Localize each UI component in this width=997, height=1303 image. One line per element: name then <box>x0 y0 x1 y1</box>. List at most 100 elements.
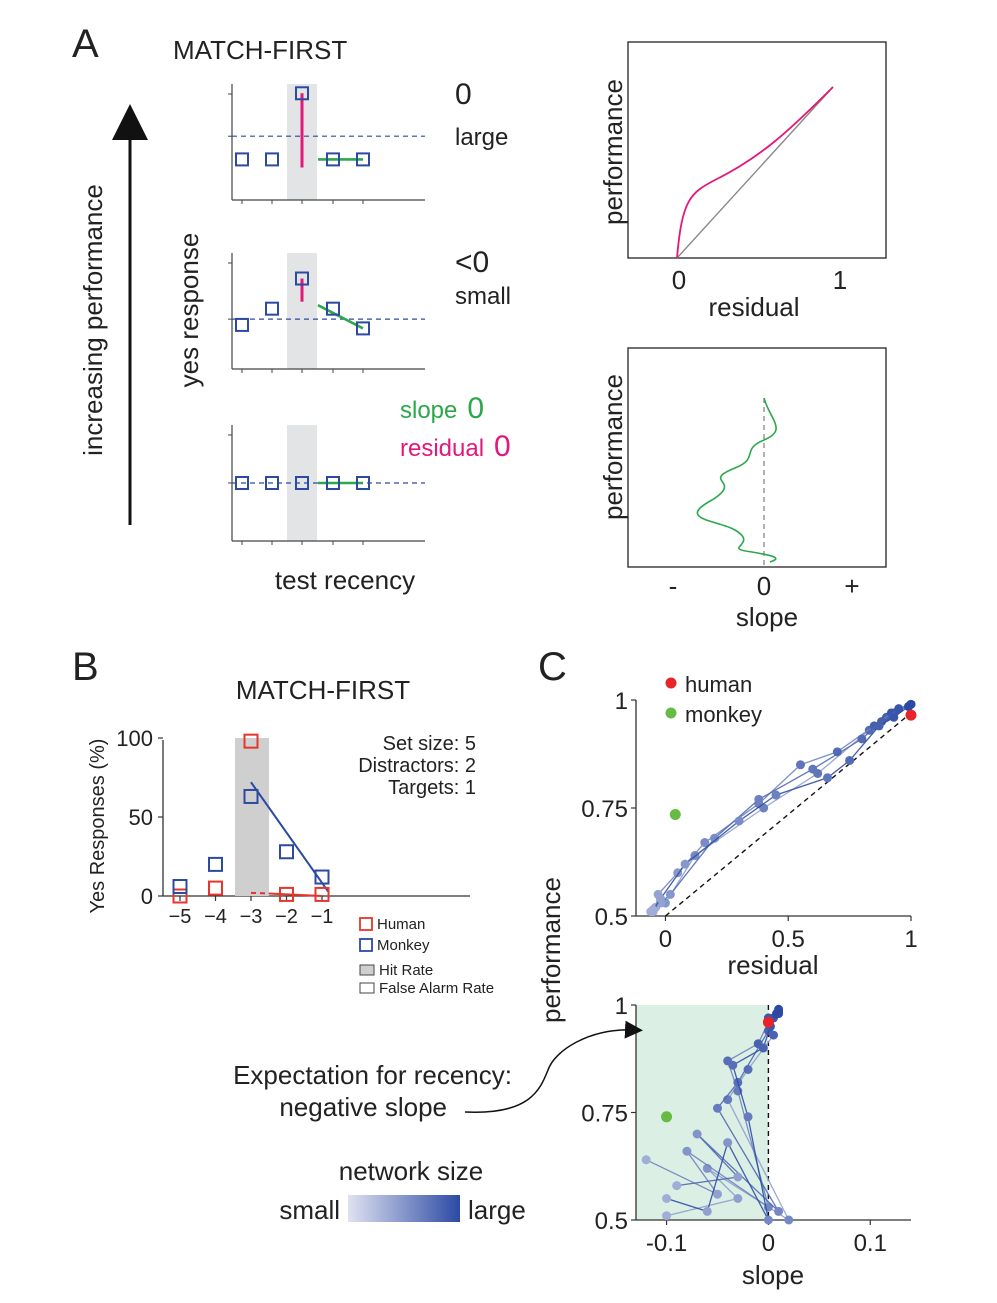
human-fit-line-dashed <box>250 891 269 895</box>
panel-a-label: A <box>72 22 99 66</box>
c-xtick-label: 1 <box>904 926 917 953</box>
network-point <box>894 704 904 714</box>
identity-reference <box>665 712 912 917</box>
network-point <box>733 1172 743 1182</box>
yes-response-label: yes response <box>174 233 204 388</box>
human-point <box>208 880 223 896</box>
human-point <box>279 886 294 902</box>
human-point <box>762 1016 774 1028</box>
monkey-point <box>661 1111 673 1123</box>
monkey-point <box>243 788 259 804</box>
network-point <box>904 701 914 711</box>
schematics: 0 large <0 small slope 0 residual 0 <box>228 78 511 545</box>
schematic-point <box>356 152 370 167</box>
network-point <box>723 1138 733 1148</box>
network-point <box>763 1215 773 1225</box>
colorbar-max-label: large <box>468 1195 526 1225</box>
network-point <box>743 1065 753 1074</box>
network-point <box>772 1009 782 1019</box>
legend-human-dot <box>665 677 677 689</box>
perf-residual-xlabel: residual <box>708 292 799 322</box>
monkey-point <box>314 869 330 885</box>
legend-false-alarm: False Alarm Rate <box>379 980 494 997</box>
colorbar-min-label: small <box>279 1195 340 1225</box>
network-point <box>743 1112 753 1122</box>
residual-tick-1: 1 <box>833 265 847 295</box>
schematic-point <box>265 152 279 167</box>
c-xtick-label: -0.1 <box>646 1230 687 1257</box>
perf-slope-xlabel: slope <box>736 602 798 632</box>
network-point <box>832 747 842 757</box>
legend-human: Human <box>377 916 425 933</box>
legend-human-label: human <box>685 672 752 697</box>
network-point <box>857 734 867 744</box>
b-ytick-label: 0 <box>141 884 153 909</box>
legend-monkey-dot <box>665 707 677 719</box>
residual-tick-0: 0 <box>672 265 686 295</box>
monkey-point <box>172 879 188 895</box>
human-point <box>243 733 259 749</box>
c-xtick-label: 0.5 <box>772 926 805 953</box>
legend-false-alarm-swatch <box>359 982 375 994</box>
hit-rate-shade <box>235 738 269 896</box>
perf-residual-ylabel: performance <box>598 79 628 225</box>
c-ytick-label: 0.5 <box>595 1208 628 1235</box>
schematic-point <box>235 317 249 332</box>
residual-value-label: residual 0 <box>400 430 511 463</box>
panel-b-label: B <box>72 645 99 689</box>
schematic-point <box>356 476 370 490</box>
network-point <box>702 1206 712 1216</box>
slope-tick-0: 0 <box>757 571 771 601</box>
c-ytick-label: 0.5 <box>595 904 628 931</box>
network-point <box>665 889 675 899</box>
slope-curve <box>696 397 777 563</box>
network-point <box>662 1211 672 1221</box>
perf-residual-frame <box>627 41 887 259</box>
c-ytick-label: 0.75 <box>581 796 628 823</box>
network-point <box>845 755 855 765</box>
legend-hit-rate-swatch <box>359 964 375 976</box>
residual-curve <box>676 86 834 259</box>
slope-tick-minus: - <box>669 571 678 601</box>
hit-rate-shade <box>287 253 317 369</box>
slope-tick-plus: + <box>844 571 859 601</box>
info-targets: Targets: 1 <box>388 777 476 799</box>
network-point <box>672 1181 682 1191</box>
slope-line <box>317 304 364 330</box>
schematic-point <box>326 152 340 167</box>
network-path <box>650 703 912 913</box>
panel-b-legend: Human Monkey Hit Rate False Alarm Rate <box>359 916 494 997</box>
c-xtick-label: 0.1 <box>854 1230 887 1257</box>
c-ytick-label: 1 <box>615 688 628 715</box>
network-point <box>728 1060 738 1070</box>
residual-value-label: small <box>455 283 511 310</box>
panel-b-plot: 0 50 100 −5 −4 −3 −2 −1 <box>116 726 470 928</box>
network-point <box>734 816 744 826</box>
residual-xlabel: residual <box>727 950 818 980</box>
schematic-point <box>235 476 249 490</box>
panel-b-title: MATCH-FIRST <box>236 675 410 705</box>
panel-a-title: MATCH-FIRST <box>173 35 347 65</box>
network-point <box>700 838 710 848</box>
b-xtick-label: −2 <box>275 906 298 928</box>
network-point <box>656 894 666 904</box>
expectation-line-2: negative slope <box>279 1092 447 1122</box>
panel-b-ylabel: Yes Responses (%) <box>87 739 109 914</box>
slope-value: 0 <box>467 392 484 425</box>
schematic-point <box>326 476 340 490</box>
residual-value-label: large <box>455 124 508 151</box>
b-xtick-label: −4 <box>204 906 227 928</box>
network-path <box>652 703 912 913</box>
human-point <box>172 888 188 904</box>
identity-line <box>676 86 834 259</box>
legend-hit-rate: Hit Rate <box>379 962 433 979</box>
network-point <box>692 1129 702 1139</box>
network-point <box>710 833 720 843</box>
network-point <box>754 794 764 804</box>
schematic-point <box>295 476 309 490</box>
slope-prefix: slope <box>400 397 457 424</box>
legend-monkey-label: monkey <box>685 702 762 727</box>
panel-a: A MATCH-FIRST increasing performance yes… <box>72 22 887 632</box>
network-point <box>771 790 781 800</box>
